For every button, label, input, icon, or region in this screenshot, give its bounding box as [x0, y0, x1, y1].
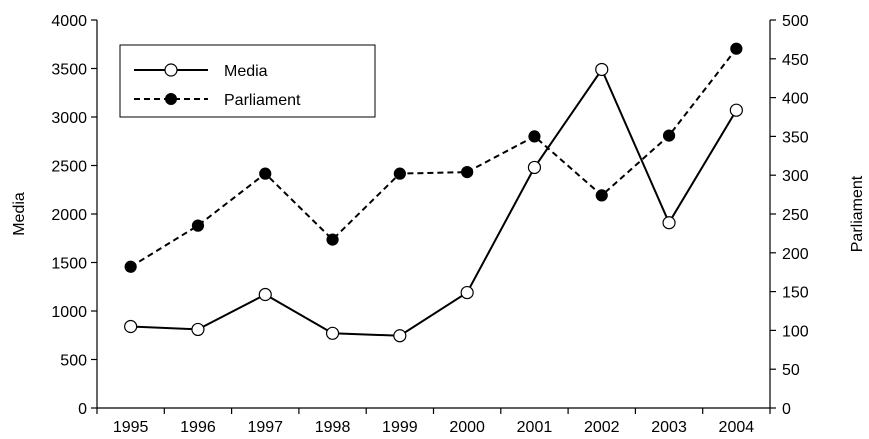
y-right-tick-label: 100: [782, 323, 809, 340]
data-point-parliament: [662, 129, 676, 142]
x-tick-label: 1999: [382, 419, 418, 436]
y-left-tick-label: 1000: [51, 304, 87, 321]
data-point-parliament: [528, 130, 541, 143]
y-left-tick-label: 4000: [51, 13, 87, 30]
data-point-media: [460, 285, 474, 300]
data-point-media: [124, 319, 138, 334]
legend: Media Parliament: [119, 44, 376, 118]
y-right-tick-label: 300: [782, 168, 809, 185]
data-point-media: [393, 329, 407, 343]
x-tick-label: 2004: [719, 419, 755, 436]
y-axis-left-title: Media: [11, 192, 28, 236]
series-line-media: [130, 67, 738, 337]
x-tick-label: 1996: [180, 419, 216, 436]
y-right-tick-label: 0: [782, 401, 791, 418]
series-line-parliament: [130, 48, 738, 268]
y-right-tick-label: 400: [782, 91, 809, 108]
data-point-parliament: [191, 219, 205, 232]
y-left-tick-label: 2000: [51, 207, 87, 224]
data-point-media: [527, 160, 542, 175]
axes: 0 500 1000 1500 2000 2500 3000 3500 4000 0 50 100 15…: [51, 13, 808, 436]
data-point-parliament: [326, 233, 339, 246]
y-right-tick-label: 350: [782, 129, 809, 146]
y-left-tick-label: 3500: [51, 62, 87, 79]
x-tick-label: 1997: [247, 419, 283, 436]
legend-media-label: Media: [224, 63, 268, 80]
y-right-tick-label: 250: [782, 207, 809, 224]
y-right-tick-label: 50: [782, 362, 800, 379]
data-point-parliament: [595, 189, 608, 202]
data-point-parliament: [393, 167, 406, 180]
data-point-parliament: [124, 260, 137, 273]
data-point-media: [729, 103, 743, 117]
y-right-tick-label: 500: [782, 13, 809, 30]
x-tick-label: 2002: [584, 419, 620, 436]
y-left-tick-label: 0: [78, 401, 87, 418]
data-point-media: [662, 216, 676, 230]
y-left-tick-label: 2500: [51, 159, 87, 176]
y-right-tick-label: 450: [782, 52, 809, 69]
series-layer: [124, 42, 743, 343]
legend-box: [119, 44, 376, 118]
legend-media-marker: [164, 63, 178, 77]
data-point-parliament: [461, 165, 474, 179]
y-left-tick-label: 1500: [51, 256, 87, 273]
y-right-tick-label: 150: [782, 285, 809, 302]
y-right-tick-label: 200: [782, 246, 809, 263]
x-tick-label: 2003: [651, 419, 687, 436]
x-tick-label: 1998: [315, 419, 351, 436]
y-axis-right-title: Parliament: [849, 175, 866, 252]
x-tick-label: 1995: [113, 419, 149, 436]
data-point-media: [258, 287, 272, 302]
data-point-parliament: [730, 42, 743, 55]
data-point-media: [595, 62, 609, 77]
y-left-tick-label: 500: [60, 353, 87, 370]
x-tick-label: 2001: [517, 419, 553, 436]
legend-parliament-marker: [165, 93, 177, 105]
y-left-tick-label: 3000: [51, 110, 87, 127]
data-point-media: [191, 322, 205, 337]
data-point-parliament: [259, 167, 272, 180]
legend-parliament-label: Parliament: [224, 92, 301, 109]
x-tick-label: 2000: [449, 419, 485, 436]
data-point-media: [325, 326, 340, 340]
